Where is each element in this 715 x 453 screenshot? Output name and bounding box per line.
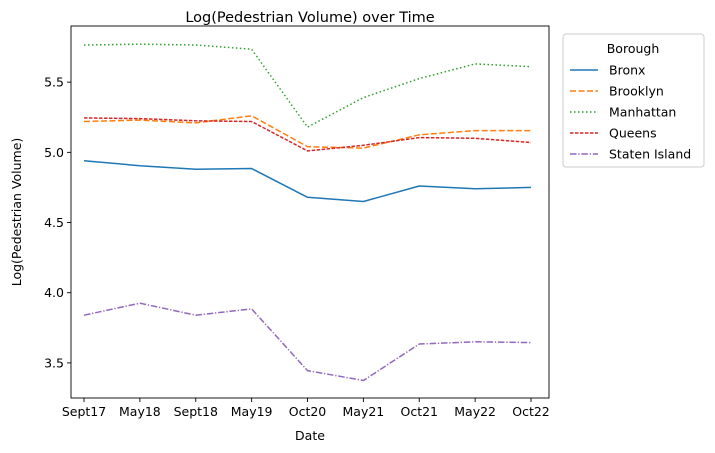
x-tick-label: Sept17 <box>62 404 106 419</box>
series-line-manhattan <box>83 43 532 128</box>
x-axis: Sept17 May18 Sept18 May19 Oct20 May21 Oct21 May… <box>62 398 550 419</box>
plot-area <box>83 43 532 382</box>
legend-frame <box>562 33 705 168</box>
x-tick-label: Oct20 <box>289 404 327 419</box>
x-tick-label: Oct22 <box>512 404 550 419</box>
y-tick-label: 3.5 <box>44 355 64 370</box>
x-axis-label: Date <box>295 428 325 443</box>
y-axis: 3.5 4.0 4.5 5.0 5.5 <box>44 75 71 370</box>
legend-label-brooklyn: Brooklyn <box>609 84 664 99</box>
x-tick-label: Sept18 <box>174 404 218 419</box>
series-line-brooklyn <box>83 115 531 149</box>
chart-title: Log(Pedestrian Volume) over Time <box>185 10 434 26</box>
y-axis-label: Log(Pedestrian Volume) <box>9 138 24 287</box>
x-tick-label: May19 <box>231 404 273 419</box>
y-tick-label: 4.5 <box>44 215 64 230</box>
legend-label-bronx: Bronx <box>609 63 645 78</box>
legend: Borough Bronx Brooklyn Manhattan Queens Stat… <box>562 33 705 168</box>
legend-label-queens: Queens <box>609 126 657 141</box>
legend-title: Borough <box>607 41 660 56</box>
x-tick-label: May18 <box>119 404 161 419</box>
y-tick-label: 5.0 <box>44 145 64 160</box>
y-tick-label: 5.5 <box>44 75 64 90</box>
series-line-bronx <box>83 160 532 203</box>
legend-label-staten-island: Staten Island <box>609 147 691 162</box>
x-tick-label: May21 <box>343 404 385 419</box>
series-line-queens <box>83 117 532 152</box>
y-tick-label: 4.0 <box>44 285 64 300</box>
legend-items: Bronx Brooklyn Manhattan Queens Staten Islan… <box>570 63 691 162</box>
plot-frame <box>70 25 550 399</box>
legend-label-manhattan: Manhattan <box>609 105 676 120</box>
series-line-staten-island <box>83 302 532 382</box>
x-tick-label: Oct21 <box>400 404 438 419</box>
x-tick-label: May22 <box>454 404 496 419</box>
